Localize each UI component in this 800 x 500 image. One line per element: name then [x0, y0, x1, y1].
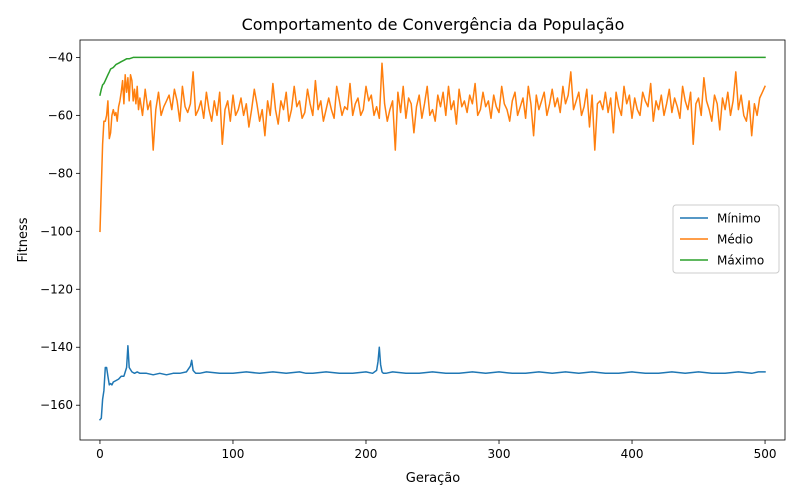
series-line-0 — [98, 345, 766, 421]
x-axis-label: Geração — [406, 471, 460, 486]
y-tick-label: −160 — [40, 398, 73, 412]
y-axis: −160 −140 −120 −100 −80 −60 −40 — [40, 50, 80, 412]
y-tick-label: −40 — [48, 50, 73, 64]
legend-label-1: Médio — [717, 233, 753, 247]
x-tick-label: 400 — [621, 447, 644, 461]
series-line-1 — [99, 62, 766, 233]
legend: Mínimo Médio Máximo — [672, 204, 780, 274]
plot-area — [79, 39, 786, 441]
y-tick-label: −80 — [48, 166, 73, 180]
y-tick-label: −120 — [40, 282, 73, 296]
axes-frame — [79, 39, 786, 441]
x-tick-label: 200 — [355, 447, 378, 461]
x-tick-label: 300 — [488, 447, 511, 461]
y-tick-label: −140 — [40, 340, 73, 354]
y-tick-label: −100 — [40, 224, 73, 238]
legend-box — [672, 204, 780, 274]
series-layer — [98, 56, 766, 421]
y-axis-label: Fitness — [16, 217, 31, 262]
x-tick-label: 0 — [96, 447, 104, 461]
series-line-2 — [99, 56, 766, 96]
x-axis: 0 100 200 300 400 500 — [96, 440, 777, 461]
x-tick-label: 500 — [754, 447, 777, 461]
x-tick-label: 100 — [222, 447, 245, 461]
legend-label-0: Mínimo — [717, 212, 761, 226]
chart-title: Comportamento de Convergência da Populaç… — [242, 15, 625, 34]
y-tick-label: −60 — [48, 108, 73, 122]
legend-label-2: Máximo — [717, 254, 764, 268]
